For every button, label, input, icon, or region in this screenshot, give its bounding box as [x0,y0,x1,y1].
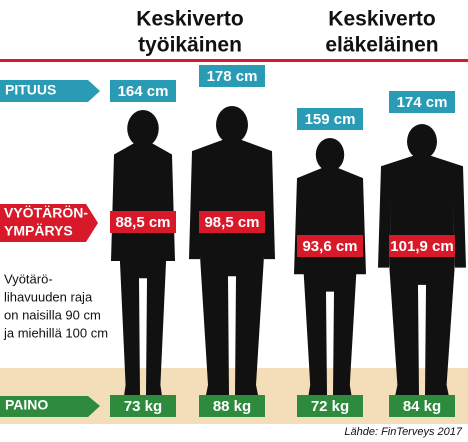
waist-value: 88,5 cm [115,214,170,231]
note: ja miehillä 100 cm [3,325,108,340]
height-value: 159 cm [305,111,356,128]
group-title: Keskiverto [328,8,435,31]
height-label-arrow [0,80,100,102]
silhouette [111,143,175,395]
header-rule [0,59,468,62]
source: Lähde: FinTerveys 2017 [344,426,462,438]
waist-value-box [110,211,176,233]
height-label: PITUUS [5,82,56,98]
note: on naisilla 90 cm [4,307,101,322]
weight-value-box [110,395,176,417]
waist-value-box [199,211,265,233]
value-boxes: 164 cm 88,5 cm 73 kg 178 cm 98,5 cm 88 kg 159 … [110,65,455,417]
weight-label-arrow [0,396,100,417]
weight-value: 84 kg [403,398,441,415]
group-title: työikäinen [138,34,242,57]
weight-value-box [297,395,363,417]
silhouette [189,139,275,395]
silhouette [294,168,366,395]
height-value-box [297,108,363,130]
silhouette [378,155,466,395]
height-value: 174 cm [397,94,448,111]
height-value: 164 cm [118,83,169,100]
waist-label: VYÖTÄRÖN- [4,205,88,221]
group-title: eläkeläinen [325,34,438,57]
weight-value: 72 kg [311,398,349,415]
waist-value: 93,6 cm [302,238,357,255]
height-value-box [199,65,265,87]
head [315,138,345,172]
silhouettes [111,106,466,395]
weight-value: 73 kg [124,398,162,415]
head [407,124,437,160]
head [216,106,248,144]
waist-value: 98,5 cm [204,214,259,231]
head [127,109,159,148]
group-title: Keskiverto [136,8,243,31]
height-value-box [389,91,455,113]
height-value-box [110,80,176,102]
height-value: 178 cm [207,68,258,85]
waist-label-arrow [0,204,98,242]
note: lihavuuden raja [4,289,93,304]
waist-value: 101,9 cm [390,238,453,255]
note: Vyötärö- [4,271,53,286]
waist-label: YMPÄRYS [4,223,73,239]
weight-value-box [389,395,455,417]
weight-label: PAINO [5,397,48,413]
waist-value-box [389,235,455,257]
waist-value-box [297,235,363,257]
weight-value-box [199,395,265,417]
weight-value: 88 kg [213,398,251,415]
